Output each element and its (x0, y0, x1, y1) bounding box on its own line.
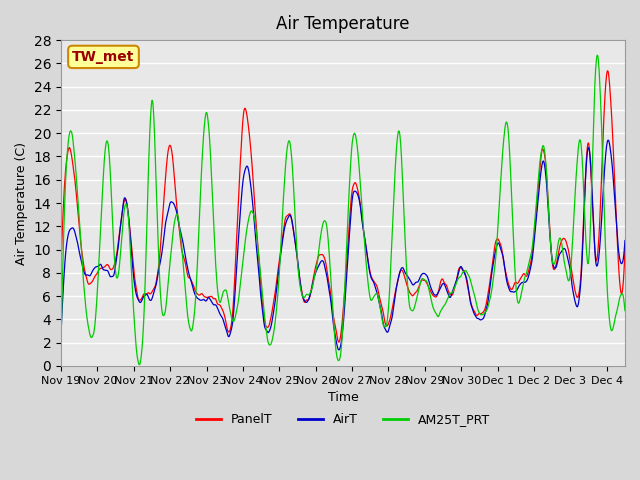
AM25T_PRT (297, 287, 305, 292)
PanelT (101, 264, 109, 270)
PanelT (604, 68, 611, 73)
AM25T_PRT (308, 285, 316, 290)
AirT (378, 315, 386, 321)
PanelT (308, 283, 316, 288)
Y-axis label: Air Temperature (C): Air Temperature (C) (15, 142, 28, 264)
X-axis label: Time: Time (328, 391, 358, 404)
PanelT (124, 205, 131, 211)
Line: AirT: AirT (61, 140, 625, 350)
Text: TW_met: TW_met (72, 50, 134, 64)
PanelT (318, 252, 326, 257)
AirT (604, 137, 612, 143)
AM25T_PRT (319, 223, 326, 228)
AM25T_PRT (621, 308, 628, 313)
PanelT (57, 264, 65, 270)
AirT (124, 206, 131, 212)
AM25T_PRT (101, 153, 109, 158)
AM25T_PRT (378, 318, 386, 324)
AM25T_PRT (594, 52, 602, 58)
Line: AM25T_PRT: AM25T_PRT (61, 55, 625, 365)
AirT (335, 347, 343, 353)
AirT (318, 258, 326, 264)
AM25T_PRT (57, 338, 65, 344)
AirT (57, 331, 65, 336)
PanelT (296, 279, 304, 285)
AM25T_PRT (124, 207, 131, 213)
PanelT (335, 339, 342, 345)
PanelT (621, 247, 628, 252)
Title: Air Temperature: Air Temperature (276, 15, 410, 33)
Legend: PanelT, AirT, AM25T_PRT: PanelT, AirT, AM25T_PRT (191, 408, 495, 432)
Line: PanelT: PanelT (61, 71, 625, 342)
AirT (308, 285, 316, 291)
AirT (296, 281, 304, 287)
AM25T_PRT (136, 362, 143, 368)
PanelT (378, 305, 386, 311)
AirT (101, 267, 109, 273)
AirT (621, 238, 628, 243)
